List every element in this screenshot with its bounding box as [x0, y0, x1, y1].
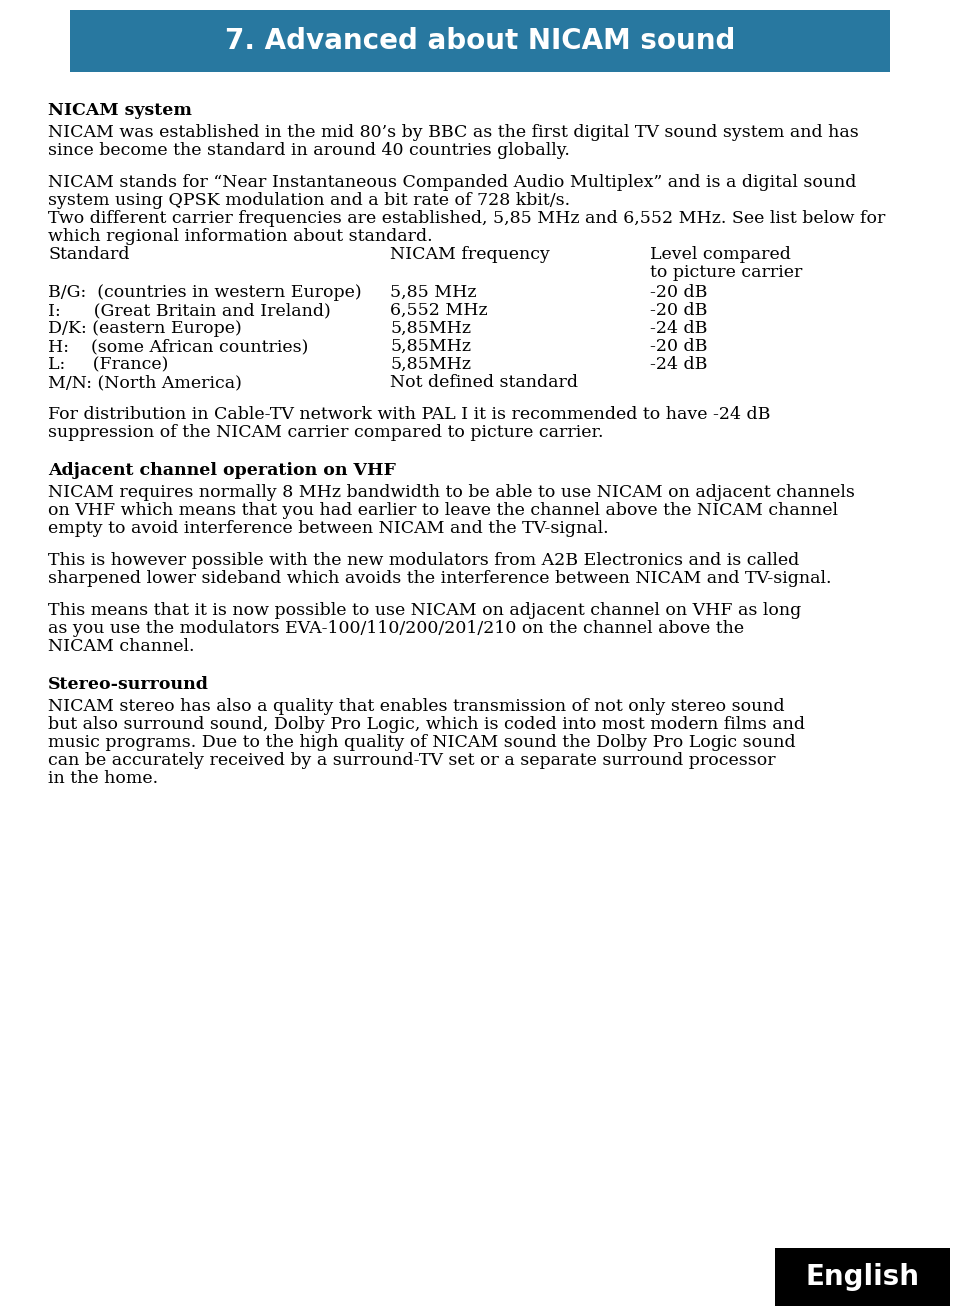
Text: H:    (some African countries): H: (some African countries) — [48, 338, 308, 355]
Text: system using QPSK modulation and a bit rate of 728 kbit/s.: system using QPSK modulation and a bit r… — [48, 192, 570, 209]
Text: sharpened lower sideband which avoids the interference between NICAM and TV-sign: sharpened lower sideband which avoids th… — [48, 570, 831, 587]
Text: 6,552 MHz: 6,552 MHz — [390, 302, 488, 319]
Text: NICAM frequency: NICAM frequency — [390, 246, 550, 263]
Text: -20 dB: -20 dB — [650, 302, 708, 319]
Text: NICAM stereo has also a quality that enables transmission of not only stereo sou: NICAM stereo has also a quality that ena… — [48, 698, 784, 715]
Text: English: English — [805, 1263, 920, 1290]
Text: on VHF which means that you had earlier to leave the channel above the NICAM cha: on VHF which means that you had earlier … — [48, 502, 838, 519]
Text: in the home.: in the home. — [48, 770, 158, 787]
FancyBboxPatch shape — [70, 11, 890, 72]
Text: 14: 14 — [849, 1250, 871, 1267]
Text: 5,85MHz: 5,85MHz — [390, 356, 471, 373]
Text: L:     (France): L: (France) — [48, 356, 168, 373]
Text: This is however possible with the new modulators from A2B Electronics and is cal: This is however possible with the new mo… — [48, 552, 800, 569]
Text: 5,85MHz: 5,85MHz — [390, 338, 471, 355]
Text: Standard: Standard — [48, 246, 130, 263]
Text: 5,85MHz: 5,85MHz — [390, 321, 471, 336]
Text: music programs. Due to the high quality of NICAM sound the Dolby Pro Logic sound: music programs. Due to the high quality … — [48, 735, 796, 752]
Text: which regional information about standard.: which regional information about standar… — [48, 229, 433, 244]
Text: suppression of the NICAM carrier compared to picture carrier.: suppression of the NICAM carrier compare… — [48, 424, 604, 442]
Text: Stereo-surround: Stereo-surround — [48, 675, 209, 692]
Text: For distribution in Cable-TV network with PAL I it is recommended to have -24 dB: For distribution in Cable-TV network wit… — [48, 406, 770, 423]
Text: I:      (Great Britain and Ireland): I: (Great Britain and Ireland) — [48, 302, 331, 319]
Text: This means that it is now possible to use NICAM on adjacent channel on VHF as lo: This means that it is now possible to us… — [48, 602, 802, 619]
Text: M/N: (North America): M/N: (North America) — [48, 374, 242, 392]
Text: NICAM stands for “Near Instantaneous Companded Audio Multiplex” and is a digital: NICAM stands for “Near Instantaneous Com… — [48, 173, 856, 191]
Text: 7. Advanced about NICAM sound: 7. Advanced about NICAM sound — [225, 28, 735, 55]
Text: Adjacent channel operation on VHF: Adjacent channel operation on VHF — [48, 463, 396, 480]
Text: NICAM requires normally 8 MHz bandwidth to be able to use NICAM on adjacent chan: NICAM requires normally 8 MHz bandwidth … — [48, 484, 854, 501]
Text: empty to avoid interference between NICAM and the TV-signal.: empty to avoid interference between NICA… — [48, 520, 609, 537]
Text: D/K: (eastern Europe): D/K: (eastern Europe) — [48, 321, 242, 336]
Text: Level compared: Level compared — [650, 246, 791, 263]
Text: as you use the modulators EVA-100/110/200/201/210 on the channel above the: as you use the modulators EVA-100/110/20… — [48, 620, 744, 637]
Text: Not defined standard: Not defined standard — [390, 374, 578, 392]
Text: -24 dB: -24 dB — [650, 321, 708, 336]
Text: NICAM was established in the mid 80’s by BBC as the first digital TV sound syste: NICAM was established in the mid 80’s by… — [48, 124, 859, 141]
Text: NICAM system: NICAM system — [48, 102, 192, 120]
Text: -20 dB: -20 dB — [650, 338, 708, 355]
Text: -20 dB: -20 dB — [650, 284, 708, 301]
Text: NICAM channel.: NICAM channel. — [48, 639, 195, 654]
Text: Two different carrier frequencies are established, 5,85 MHz and 6,552 MHz. See l: Two different carrier frequencies are es… — [48, 210, 885, 227]
Text: can be accurately received by a surround-TV set or a separate surround processor: can be accurately received by a surround… — [48, 752, 776, 769]
Text: to picture carrier: to picture carrier — [650, 264, 803, 281]
Text: B/G:  (countries in western Europe): B/G: (countries in western Europe) — [48, 284, 362, 301]
Text: 5,85 MHz: 5,85 MHz — [390, 284, 476, 301]
FancyBboxPatch shape — [775, 1248, 950, 1306]
Text: since become the standard in around 40 countries globally.: since become the standard in around 40 c… — [48, 142, 570, 159]
Text: -24 dB: -24 dB — [650, 356, 708, 373]
Text: but also surround sound, Dolby Pro Logic, which is coded into most modern films : but also surround sound, Dolby Pro Logic… — [48, 716, 805, 733]
